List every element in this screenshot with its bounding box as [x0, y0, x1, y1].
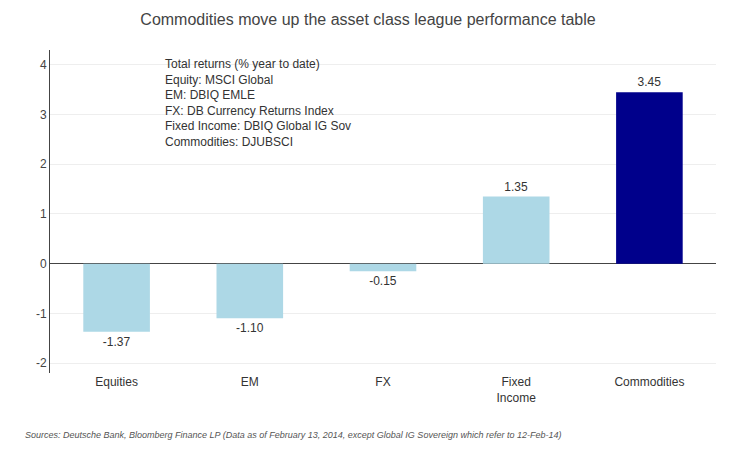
- svg-text:EM: EM: [241, 375, 259, 389]
- svg-text:-0.15: -0.15: [369, 274, 397, 288]
- svg-text:Total returns (% year to date): Total returns (% year to date)Equity: MS…: [165, 57, 351, 149]
- svg-text:1: 1: [40, 207, 47, 221]
- svg-text:-1.10: -1.10: [236, 321, 264, 335]
- svg-text:0: 0: [40, 257, 47, 271]
- svg-text:3: 3: [40, 108, 47, 122]
- svg-text:Equities: Equities: [95, 375, 138, 389]
- svg-text:Sources: Deutsche Bank, Bloomb: Sources: Deutsche Bank, Bloomberg Financ…: [25, 430, 561, 440]
- svg-text:2: 2: [40, 157, 47, 171]
- svg-text:-1.37: -1.37: [103, 335, 131, 349]
- svg-text:FixedIncome: FixedIncome: [497, 375, 537, 405]
- svg-text:Commodities move up the asset: Commodities move up the asset class leag…: [140, 11, 595, 28]
- svg-text:4: 4: [40, 58, 47, 72]
- svg-text:1.35: 1.35: [504, 180, 528, 194]
- svg-text:-2: -2: [36, 356, 47, 370]
- svg-text:3.45: 3.45: [638, 75, 662, 89]
- svg-text:FX: FX: [375, 375, 390, 389]
- svg-text:Commodities: Commodities: [614, 375, 684, 389]
- svg-text:-1: -1: [36, 307, 47, 321]
